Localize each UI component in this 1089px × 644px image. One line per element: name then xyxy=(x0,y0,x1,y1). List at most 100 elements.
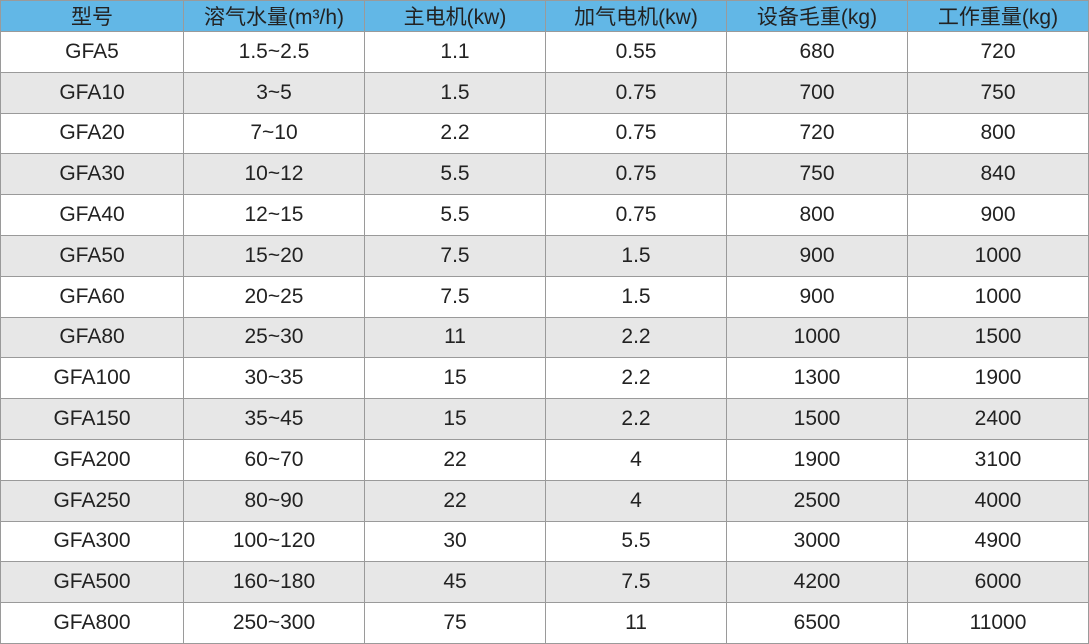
header-cell: 工作重量(kg) xyxy=(907,0,1089,32)
table-cell: 22 xyxy=(364,438,546,481)
table-cell: 7.5 xyxy=(364,234,546,277)
table-row: GFA200 60~70 22 4 1900 3100 xyxy=(0,438,1089,481)
table-cell: 0.75 xyxy=(545,153,727,196)
table-cell: 3000 xyxy=(726,520,908,563)
table-row: GFA100 30~35 15 2.2 1300 1900 xyxy=(0,357,1089,400)
table-cell: 840 xyxy=(907,153,1089,196)
table-cell: 2.2 xyxy=(364,112,546,155)
table-cell: 15~20 xyxy=(183,234,365,277)
table-cell: 3~5 xyxy=(183,71,365,114)
table-cell: 6000 xyxy=(907,561,1089,604)
table-row: GFA50 15~20 7.5 1.5 900 1000 xyxy=(0,234,1089,277)
table-cell: 2.2 xyxy=(545,316,727,359)
table-cell: 1300 xyxy=(726,357,908,400)
table-cell: 720 xyxy=(726,112,908,155)
table-cell: 45 xyxy=(364,561,546,604)
table-cell: GFA60 xyxy=(0,275,184,318)
table-cell: 1.1 xyxy=(364,31,546,73)
table-row: GFA60 20~25 7.5 1.5 900 1000 xyxy=(0,275,1089,318)
table-cell: 750 xyxy=(907,71,1089,114)
table-row: GFA500 160~180 45 7.5 4200 6000 xyxy=(0,561,1089,604)
table-row: GFA800 250~300 75 11 6500 11000 xyxy=(0,602,1089,644)
table-cell: GFA250 xyxy=(0,479,184,522)
table-cell: 1.5 xyxy=(364,71,546,114)
table-cell: 0.75 xyxy=(545,194,727,236)
table-cell: 22 xyxy=(364,479,546,522)
table-cell: 750 xyxy=(726,153,908,196)
table-cell: 1900 xyxy=(907,357,1089,400)
table-cell: 20~25 xyxy=(183,275,365,318)
table-row: GFA150 35~45 15 2.2 1500 2400 xyxy=(0,398,1089,440)
table-cell: GFA30 xyxy=(0,153,184,196)
table-row: GFA80 25~30 11 2.2 1000 1500 xyxy=(0,316,1089,359)
header-cell: 溶气水量(m³/h) xyxy=(183,0,365,32)
table-cell: 5.5 xyxy=(545,520,727,563)
table-row: GFA250 80~90 22 4 2500 4000 xyxy=(0,479,1089,522)
table-cell: 11000 xyxy=(907,602,1089,644)
table-cell: 15 xyxy=(364,398,546,440)
table-cell: 60~70 xyxy=(183,438,365,481)
table-cell: 30~35 xyxy=(183,357,365,400)
table-cell: 1000 xyxy=(726,316,908,359)
table-cell: 1900 xyxy=(726,438,908,481)
table-cell: 1.5 xyxy=(545,275,727,318)
table-cell: 0.75 xyxy=(545,71,727,114)
table-cell: 4 xyxy=(545,479,727,522)
table-cell: GFA50 xyxy=(0,234,184,277)
table-cell: 700 xyxy=(726,71,908,114)
table-cell: 4 xyxy=(545,438,727,481)
table-cell: 5.5 xyxy=(364,153,546,196)
header-cell: 主电机(kw) xyxy=(364,0,546,32)
table-cell: 1000 xyxy=(907,275,1089,318)
table-row: GFA20 7~10 2.2 0.75 720 800 xyxy=(0,112,1089,155)
table-cell: 900 xyxy=(907,194,1089,236)
table-cell: 0.75 xyxy=(545,112,727,155)
table-cell: 0.55 xyxy=(545,31,727,73)
table-cell: 7.5 xyxy=(545,561,727,604)
table-row: GFA5 1.5~2.5 1.1 0.55 680 720 xyxy=(0,31,1089,73)
table-cell: 4900 xyxy=(907,520,1089,563)
table-cell: GFA20 xyxy=(0,112,184,155)
table-cell: 250~300 xyxy=(183,602,365,644)
table-cell: 160~180 xyxy=(183,561,365,604)
table-cell: 2.2 xyxy=(545,357,727,400)
table-cell: 100~120 xyxy=(183,520,365,563)
table-cell: 75 xyxy=(364,602,546,644)
table-cell: 35~45 xyxy=(183,398,365,440)
table-cell: 720 xyxy=(907,31,1089,73)
table-cell: GFA5 xyxy=(0,31,184,73)
header-cell: 型号 xyxy=(0,0,184,32)
table-cell: GFA80 xyxy=(0,316,184,359)
header-cell: 加气电机(kw) xyxy=(545,0,727,32)
table-cell: 4000 xyxy=(907,479,1089,522)
table-cell: 30 xyxy=(364,520,546,563)
table-body: GFA5 1.5~2.5 1.1 0.55 680 720 GFA10 3~5 1.5 0.75 7… xyxy=(0,31,1089,644)
table-cell: 12~15 xyxy=(183,194,365,236)
table-cell: GFA10 xyxy=(0,71,184,114)
header-row: 型号 溶气水量(m³/h) 主电机(kw) 加气电机(kw) 设备毛重(kg) 工作重量(… xyxy=(0,0,1089,32)
table-cell: 900 xyxy=(726,234,908,277)
table-cell: 11 xyxy=(545,602,727,644)
table-row: GFA40 12~15 5.5 0.75 800 900 xyxy=(0,194,1089,236)
header-cell: 设备毛重(kg) xyxy=(726,0,908,32)
table-cell: GFA200 xyxy=(0,438,184,481)
table-cell: GFA800 xyxy=(0,602,184,644)
table-cell: 800 xyxy=(907,112,1089,155)
table-cell: GFA40 xyxy=(0,194,184,236)
table-cell: 25~30 xyxy=(183,316,365,359)
table-cell: 2500 xyxy=(726,479,908,522)
table-row: GFA10 3~5 1.5 0.75 700 750 xyxy=(0,71,1089,114)
table-cell: 15 xyxy=(364,357,546,400)
table-cell: 1.5~2.5 xyxy=(183,31,365,73)
table-cell: GFA150 xyxy=(0,398,184,440)
table-cell: 1.5 xyxy=(545,234,727,277)
table-cell: 1000 xyxy=(907,234,1089,277)
table-cell: 3100 xyxy=(907,438,1089,481)
table-cell: 4200 xyxy=(726,561,908,604)
table-cell: 7.5 xyxy=(364,275,546,318)
table-cell: 2400 xyxy=(907,398,1089,440)
table-cell: GFA100 xyxy=(0,357,184,400)
table-cell: 5.5 xyxy=(364,194,546,236)
